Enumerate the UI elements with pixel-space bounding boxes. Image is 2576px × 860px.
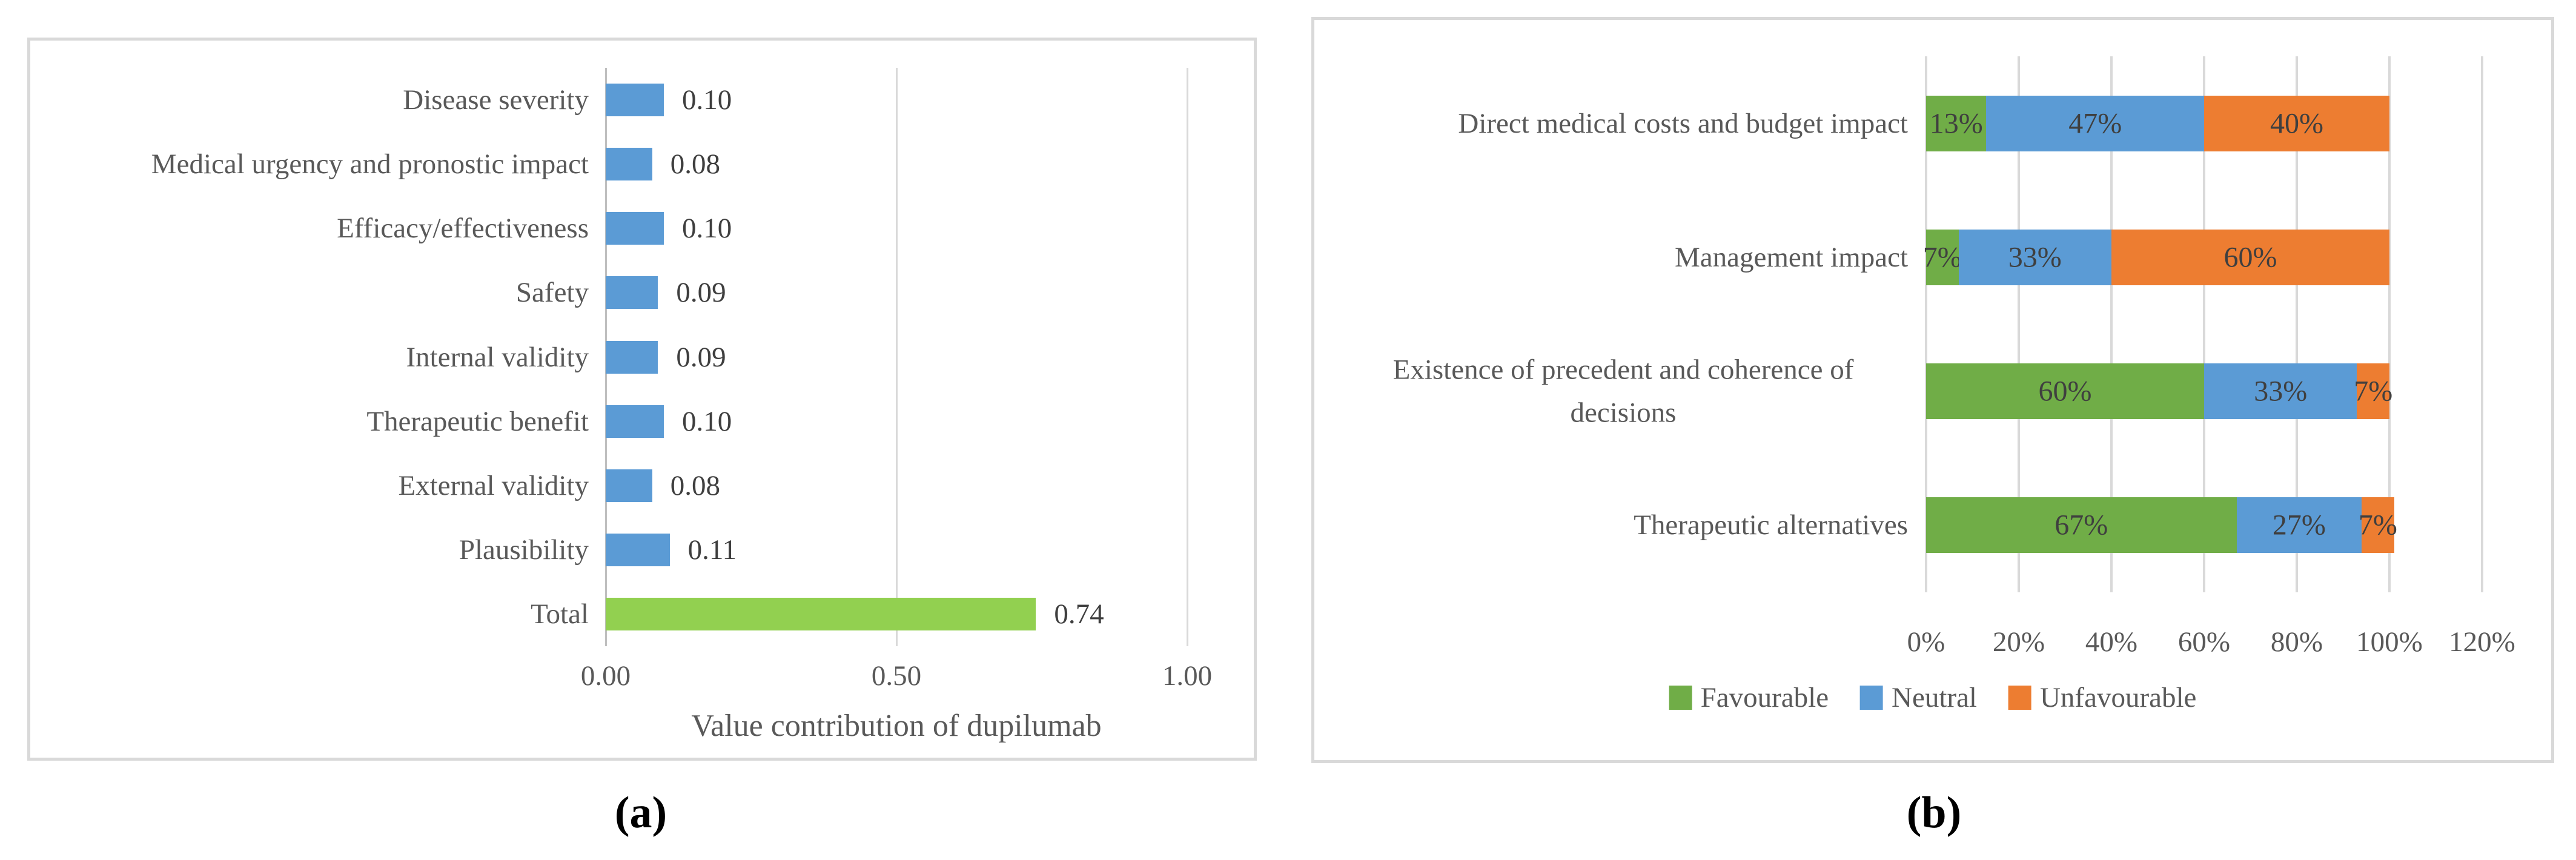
value-label: 0.10 xyxy=(682,213,732,245)
category-label: Therapeutic alternatives xyxy=(1314,504,1908,547)
value-label: 0.74 xyxy=(1054,598,1104,630)
bar-segment-unfavourable xyxy=(2362,497,2394,554)
chart-panel-b: 0% 20% 40% 60% 80% 100% 120% Direct medical cos… xyxy=(1311,17,2554,763)
bar-segment-neutral xyxy=(1958,229,2111,285)
value-label: 0.08 xyxy=(670,469,721,501)
value-label: 0.09 xyxy=(676,341,726,373)
value-label: 0.10 xyxy=(682,84,732,116)
category-label-text: Management impact xyxy=(1675,241,1908,273)
segment-value-label: 47% xyxy=(2068,107,2122,140)
bar-therapeutic-benefit xyxy=(606,405,664,438)
category-label: Direct medical costs and budget impact xyxy=(1314,102,1908,145)
segment-value-label: 13% xyxy=(1929,107,1983,140)
segment-value-label: 67% xyxy=(2055,509,2108,541)
grid-line xyxy=(2110,56,2113,592)
category-label: Management impact xyxy=(1314,236,1908,279)
bar-segment-unfavourable xyxy=(2111,229,2389,285)
legend-label: Favourable xyxy=(1700,682,1829,713)
value-label: 0.09 xyxy=(676,277,726,309)
legend-swatch-favourable xyxy=(1669,686,1692,710)
bar-external-validity xyxy=(606,469,652,502)
bar-medical-urgency-and-pronostic-impact xyxy=(606,148,652,181)
legend-item: Neutral xyxy=(1860,681,1977,714)
bar-segment-neutral xyxy=(2236,497,2362,554)
bar-segment-unfavourable xyxy=(2357,363,2389,420)
bar-internal-validity xyxy=(606,340,658,374)
category-label: External validity xyxy=(398,469,589,501)
category-label: Medical urgency and pronostic impact xyxy=(151,148,589,180)
bar-plausibility xyxy=(606,533,670,566)
category-label-text: Therapeutic alternatives xyxy=(1634,509,1908,541)
bar-segment-neutral xyxy=(1986,95,2204,151)
x-tick-label: 20% xyxy=(1992,626,2045,658)
x-tick-label: 0.00 xyxy=(580,660,631,692)
grid-line xyxy=(1925,56,1927,592)
legend-item: Favourable xyxy=(1669,681,1829,714)
x-tick-label: 80% xyxy=(2270,626,2323,658)
category-label: Safety xyxy=(515,277,589,309)
category-label: Therapeutic benefit xyxy=(366,405,589,437)
x-tick-label: 120% xyxy=(2449,626,2515,658)
bar-segment-favourable xyxy=(1926,497,2237,554)
bar-segment-favourable xyxy=(1926,229,1959,285)
grid-line xyxy=(2018,56,2020,592)
segment-value-label: 7% xyxy=(1922,241,1962,274)
legend-label: Neutral xyxy=(1892,682,1977,713)
category-label: Internal validity xyxy=(406,341,589,373)
grid-line xyxy=(2481,56,2483,592)
x-tick-label: 1.00 xyxy=(1162,660,1213,692)
segment-value-label: 7% xyxy=(2358,509,2397,541)
legend-item: Unfavourable xyxy=(2008,681,2196,714)
x-tick-label: 0% xyxy=(1907,626,1945,658)
x-tick-label: 40% xyxy=(2085,626,2138,658)
segment-value-label: 7% xyxy=(2354,375,2393,408)
category-label-text: Direct medical costs and budget impact xyxy=(1458,107,1908,139)
x-axis-title-a: Value contribution of dupilumab xyxy=(691,709,1102,743)
legend-label: Unfavourable xyxy=(2039,682,2197,713)
grid-line xyxy=(2203,56,2205,592)
bar-segment-favourable xyxy=(1926,363,2204,420)
category-label: Existence of precedent and coherence of … xyxy=(1314,349,1908,434)
bar-total xyxy=(606,597,1036,630)
category-label: Efficacy/effectiveness xyxy=(337,213,589,245)
segment-value-label: 33% xyxy=(2254,375,2308,408)
category-label-text: Existence of precedent and coherence of … xyxy=(1392,354,1854,429)
category-label: Plausibility xyxy=(459,534,589,566)
grid-line xyxy=(895,68,898,646)
x-tick-label: 60% xyxy=(2177,626,2231,658)
value-label: 0.08 xyxy=(670,148,721,180)
category-label: Total xyxy=(531,598,589,630)
segment-value-label: 60% xyxy=(2038,375,2092,408)
category-label: Disease severity xyxy=(403,84,589,116)
segment-value-label: 40% xyxy=(2270,107,2323,140)
bar-disease-severity xyxy=(606,84,664,117)
segment-value-label: 27% xyxy=(2272,509,2326,541)
bar-segment-favourable xyxy=(1926,95,1987,151)
bar-safety xyxy=(606,276,658,309)
bar-efficacy-effectiveness xyxy=(606,212,664,245)
segment-value-label: 33% xyxy=(2008,241,2062,274)
value-label: 0.10 xyxy=(682,405,732,437)
grid-line xyxy=(2296,56,2298,592)
x-tick-label: 100% xyxy=(2356,626,2423,658)
segment-value-label: 60% xyxy=(2223,241,2277,274)
legend-swatch-unfavourable xyxy=(2008,686,2031,710)
x-tick-label: 0.50 xyxy=(871,660,922,692)
grid-line xyxy=(2388,56,2391,592)
caption-b: (b) xyxy=(1906,788,1962,838)
legend-swatch-neutral xyxy=(1860,686,1884,710)
legend: Favourable Neutral Unfavourable xyxy=(1669,681,2196,714)
bar-segment-unfavourable xyxy=(2204,95,2389,151)
caption-a: (a) xyxy=(614,788,667,838)
chart-panel-a: 0.00 0.50 1.00 Disease severity 0.10 Medical … xyxy=(27,38,1257,761)
bar-segment-neutral xyxy=(2204,363,2357,420)
grid-line xyxy=(1186,68,1188,646)
value-label: 0.11 xyxy=(687,534,737,566)
